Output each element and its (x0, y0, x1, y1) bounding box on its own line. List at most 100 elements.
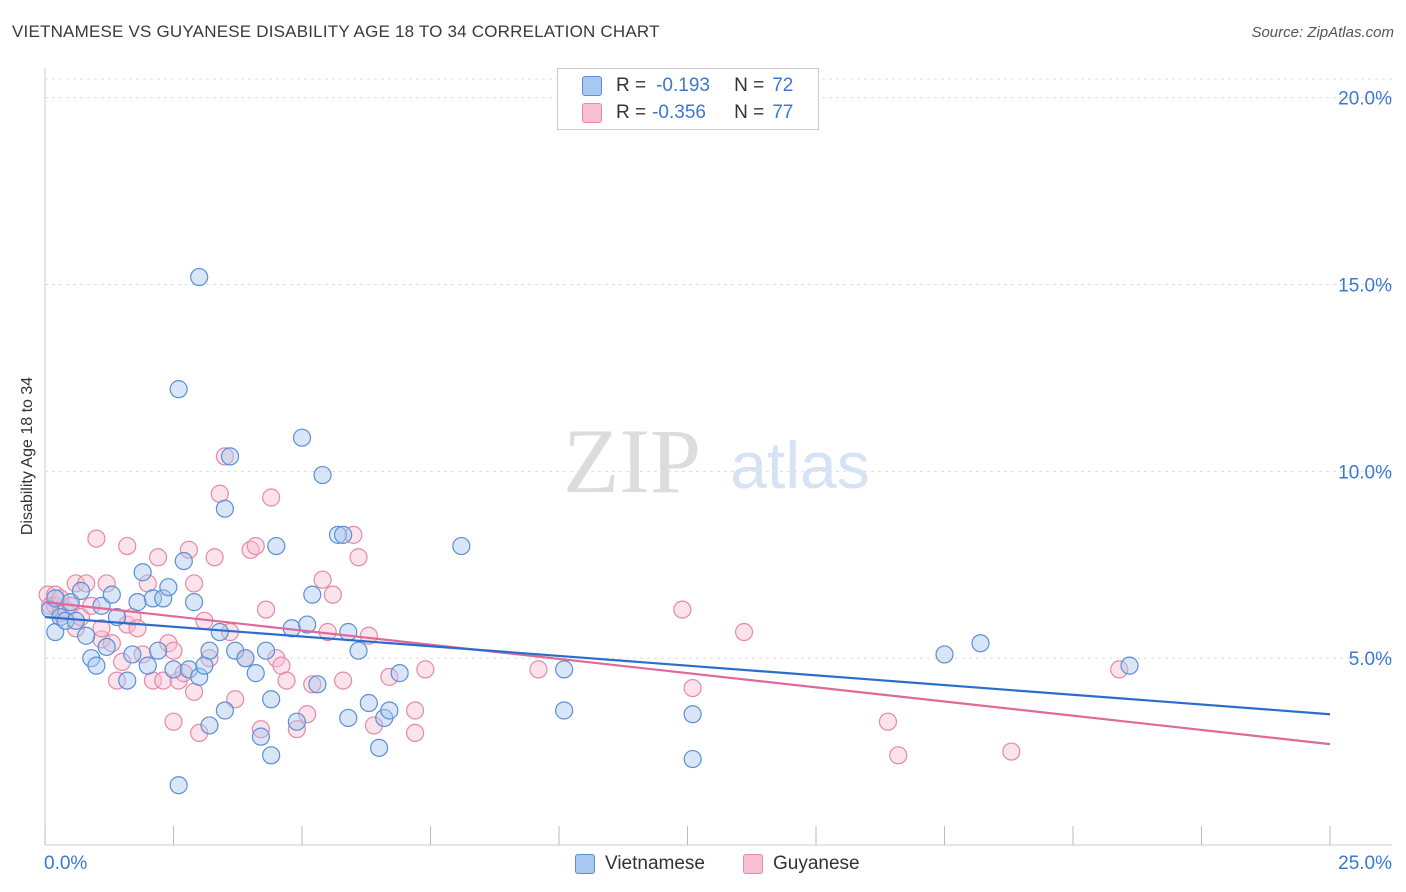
vietnamese-point (128, 593, 147, 612)
vietnamese-point (287, 712, 306, 731)
guyanese-trend-line (44, 601, 1331, 746)
legend-n-value: 72 (772, 75, 794, 96)
vietnamese-swatch (575, 854, 595, 874)
vietnamese-point (190, 267, 209, 287)
bottom-legend-vietnamese: Vietnamese (575, 851, 705, 877)
vietnamese-point (190, 667, 209, 686)
watermark-zip: ZIP (563, 410, 701, 512)
source-label: Source: ZipAtlas.com (1251, 24, 1394, 41)
guyanese-point (889, 746, 908, 765)
vietnamese-point (159, 578, 178, 597)
vietnamese-point (262, 690, 281, 709)
guyanese-point (92, 619, 111, 638)
vietnamese-point (220, 447, 240, 466)
vietnamese-point (210, 622, 229, 642)
guyanese-point (164, 641, 183, 660)
guyanese-point (179, 540, 199, 559)
vietnamese-point (123, 645, 142, 664)
vietnamese-point (215, 701, 234, 720)
guyanese-point (215, 447, 234, 466)
guyanese-point (246, 536, 265, 556)
guyanese-point (405, 723, 425, 743)
vietnamese-point (215, 499, 234, 518)
guyanese-point (673, 600, 692, 619)
tick-labels: 5.0% 10.0% 15.0% 20.0% 0.0% 25.0% (44, 89, 1392, 874)
vietnamese-point (262, 746, 281, 765)
guyanese-point (323, 585, 342, 604)
guyanese-point (405, 701, 425, 720)
axes (44, 68, 1392, 846)
legend-row-guyanese: R = -0.356 N = 77 (582, 101, 793, 125)
vietnamese-point (56, 611, 75, 630)
vietnamese-point (308, 675, 327, 694)
guyanese-point (277, 671, 296, 690)
vietnamese-point (292, 428, 312, 447)
vietnamese-point (1120, 656, 1139, 675)
legend-n-value: 77 (772, 102, 794, 123)
vietnamese-point (683, 749, 702, 769)
vietnamese-point (154, 589, 173, 608)
legend-r-value: -0.356 (652, 102, 706, 123)
guyanese-swatch (582, 103, 602, 123)
x-tick-label: 0.0% (44, 853, 87, 874)
x-tick-label: 25.0% (1338, 853, 1392, 874)
guyanese-point (683, 678, 702, 698)
guyanese-point (133, 645, 152, 664)
vietnamese-point (313, 465, 332, 485)
vietnamese-point (935, 645, 954, 664)
guyanese-point (190, 723, 209, 743)
vietnamese-point (359, 693, 378, 713)
vietnamese-point (328, 525, 348, 544)
vietnamese-point (452, 536, 471, 556)
trend-lines (44, 601, 1331, 746)
gridlines (45, 78, 1392, 659)
vietnamese-point (97, 637, 116, 657)
legend-r-label: R = (616, 75, 647, 96)
guyanese-point (734, 622, 754, 642)
vietnamese-point (179, 660, 199, 679)
vietnamese-point (267, 536, 286, 556)
legend-row-vietnamese: R = -0.193 N = 72 (582, 74, 793, 98)
vietnamese-point (148, 641, 168, 660)
vietnamese-point (380, 701, 399, 720)
y-tick-label: 5.0% (1349, 649, 1392, 670)
y-tick-label: 15.0% (1338, 276, 1392, 297)
vietnamese-point (138, 656, 157, 675)
vietnamese-point (303, 585, 322, 604)
vietnamese-point (102, 585, 121, 604)
vietnamese-point (555, 660, 574, 679)
vietnamese-point (118, 671, 137, 690)
guyanese-point (380, 667, 399, 686)
vietnamese-point (200, 641, 219, 660)
guyanese-point (154, 671, 173, 690)
guyanese-point (112, 652, 132, 672)
vietnamese-trend-line (44, 615, 1331, 716)
guyanese-swatch (743, 854, 763, 874)
guyanese-point (128, 619, 147, 638)
vietnamese-point (87, 656, 106, 675)
guyanese-point (1110, 660, 1129, 679)
vietnamese-point (390, 664, 409, 683)
guyanese-point (878, 712, 898, 731)
vietnamese-point (92, 596, 111, 615)
bottom-legend-guyanese: Guyanese (743, 851, 860, 877)
vietnamese-point (77, 626, 96, 645)
guyanese-point (87, 529, 106, 548)
legend-r-value: -0.193 (656, 75, 710, 96)
vietnamese-swatch (582, 76, 602, 96)
guyanese-point (226, 690, 245, 709)
legend-n-label: N = (734, 102, 765, 123)
guyanese-point (97, 574, 116, 593)
vietnamese-point (200, 716, 219, 735)
guyanese-point (148, 548, 168, 567)
chart-title: VIETNAMESE VS GUYANESE DISABILITY AGE 18… (12, 22, 660, 41)
vietnamese-point (339, 622, 358, 642)
vietnamese-point (246, 664, 265, 683)
guyanese-point (303, 675, 322, 694)
legend-n-label: N = (734, 75, 765, 96)
vietnamese-point (349, 641, 368, 660)
legend-r-label: R = (616, 102, 647, 123)
vietnamese-point (555, 701, 574, 720)
guyanese-point (118, 536, 137, 556)
